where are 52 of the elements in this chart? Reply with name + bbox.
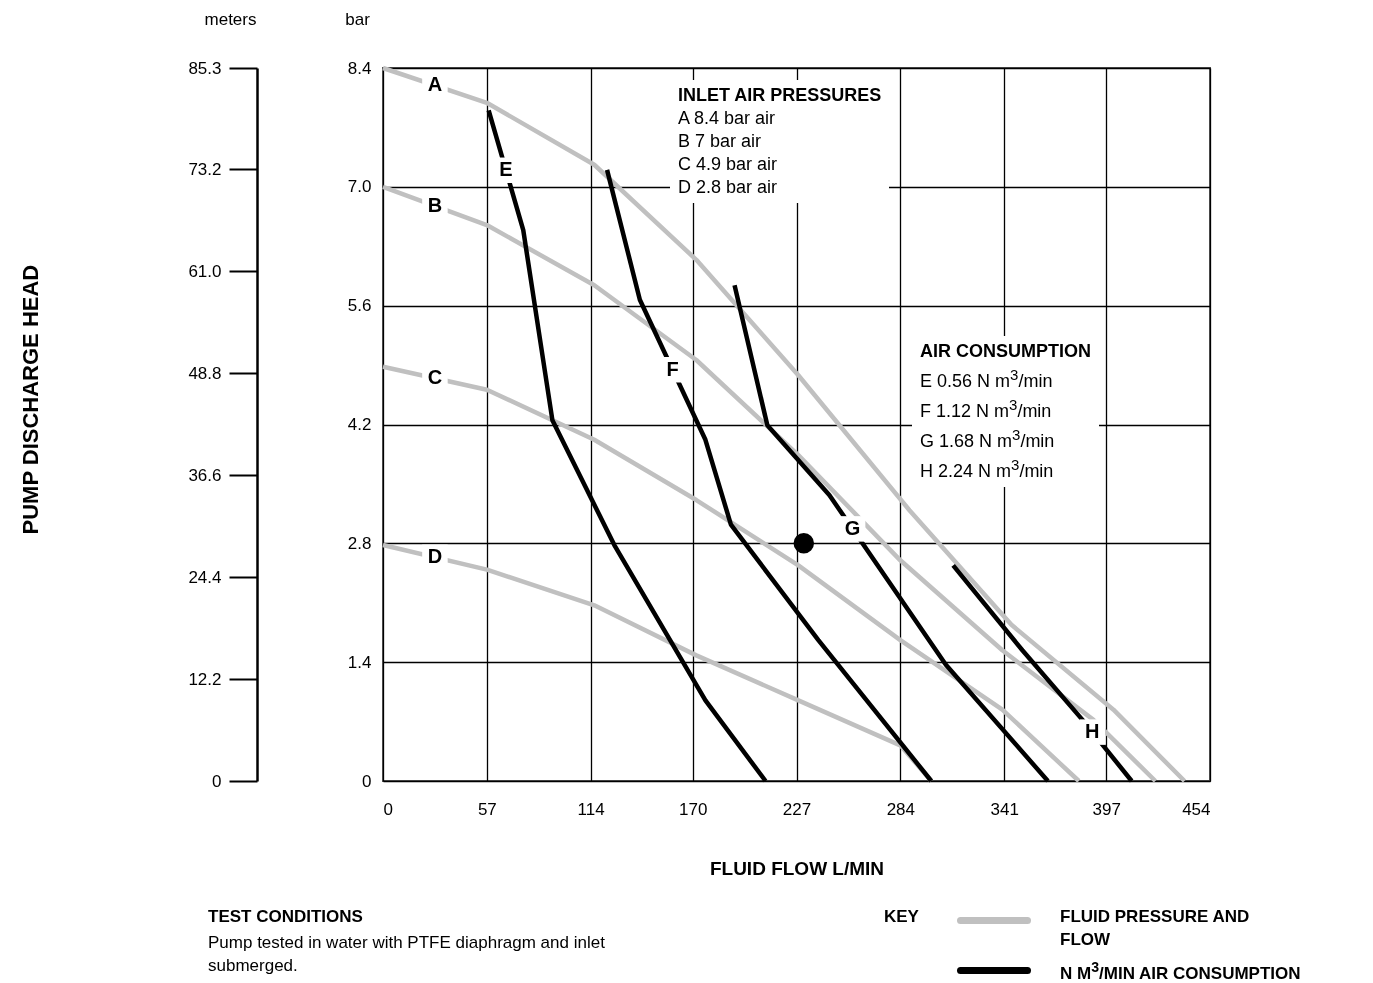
y-tick-label: 1.4 [347, 652, 372, 672]
y-tick-label: 7.0 [347, 177, 372, 197]
text: KEY [884, 906, 919, 928]
y2-tick-label: 24.4 [188, 567, 222, 587]
annotation: E 0.56 N m$^{3}$/min [920, 365, 1054, 393]
x-tick-label: 170 [678, 799, 708, 819]
text: PUMP DISCHARGE HEAD [17, 264, 43, 535]
series-label: B [427, 193, 443, 216]
y-tick-label: 8.4 [347, 58, 372, 78]
y-axis-title: bar [345, 9, 371, 29]
x-axis-title: FLUID FLOW L/MIN [709, 857, 885, 879]
y-tick-label: 2.8 [347, 533, 372, 553]
y-tick-label: 5.6 [347, 296, 372, 316]
annotation: H 2.24 N m$^{3}$/min [920, 455, 1055, 483]
series-label: F [666, 357, 679, 380]
x-tick-label: 454 [1182, 799, 1211, 819]
y2-tick-label: 73.2 [188, 159, 222, 179]
line-series [380, 364, 1082, 784]
annotation: C 4.9 bar air [678, 153, 779, 176]
text: Pump tested in water with PTFE diaphragm and inlet submerged. [208, 932, 606, 977]
text: FLUID PRESSURE AND FLOW [1060, 906, 1251, 951]
series-label: H [1085, 720, 1100, 743]
y2-tick-label: 12.2 [188, 669, 222, 689]
y2-tick-label: 0 [212, 771, 222, 791]
series-label: C [427, 366, 443, 389]
annotation: F 1.12 N m$^{3}$/min [920, 395, 1053, 423]
annotation: B 7 bar air [678, 130, 763, 153]
y2-axis-title: meters [204, 9, 257, 29]
series-label: D [427, 545, 443, 568]
annotation: INLET AIR PRESSURES [678, 84, 882, 107]
x-tick-label: 284 [886, 799, 916, 819]
y2-tick-label: 85.3 [188, 58, 222, 78]
y-tick-label: 4.2 [347, 415, 372, 434]
y2-tick-label: 48.8 [188, 363, 222, 383]
annotation: G 1.68 N m$^{3}$/min [920, 425, 1056, 453]
text: N M$^{3}$/MIN AIR CONSUMPTION [1060, 958, 1301, 983]
annotation: A 8.4 bar air [678, 107, 777, 130]
annotation: AIR CONSUMPTION [920, 340, 1091, 363]
annotation: D 2.8 bar air [678, 176, 779, 199]
y2-tick-label: 61.0 [188, 261, 222, 281]
y-tick-label: 0 [362, 771, 372, 791]
x-tick-label: 227 [782, 799, 812, 819]
series-label: E [499, 158, 513, 181]
x-tick-label: 397 [1092, 799, 1121, 819]
x-tick-label: 0 [383, 799, 393, 819]
x-tick-label: 57 [477, 799, 497, 819]
series-label: A [427, 73, 443, 96]
x-tick-label: 341 [990, 799, 1019, 819]
text: TEST CONDITIONS [208, 906, 363, 928]
x-tick-label: 114 [577, 799, 605, 819]
series-label: G [844, 516, 861, 539]
y2-tick-label: 36.6 [188, 465, 222, 485]
